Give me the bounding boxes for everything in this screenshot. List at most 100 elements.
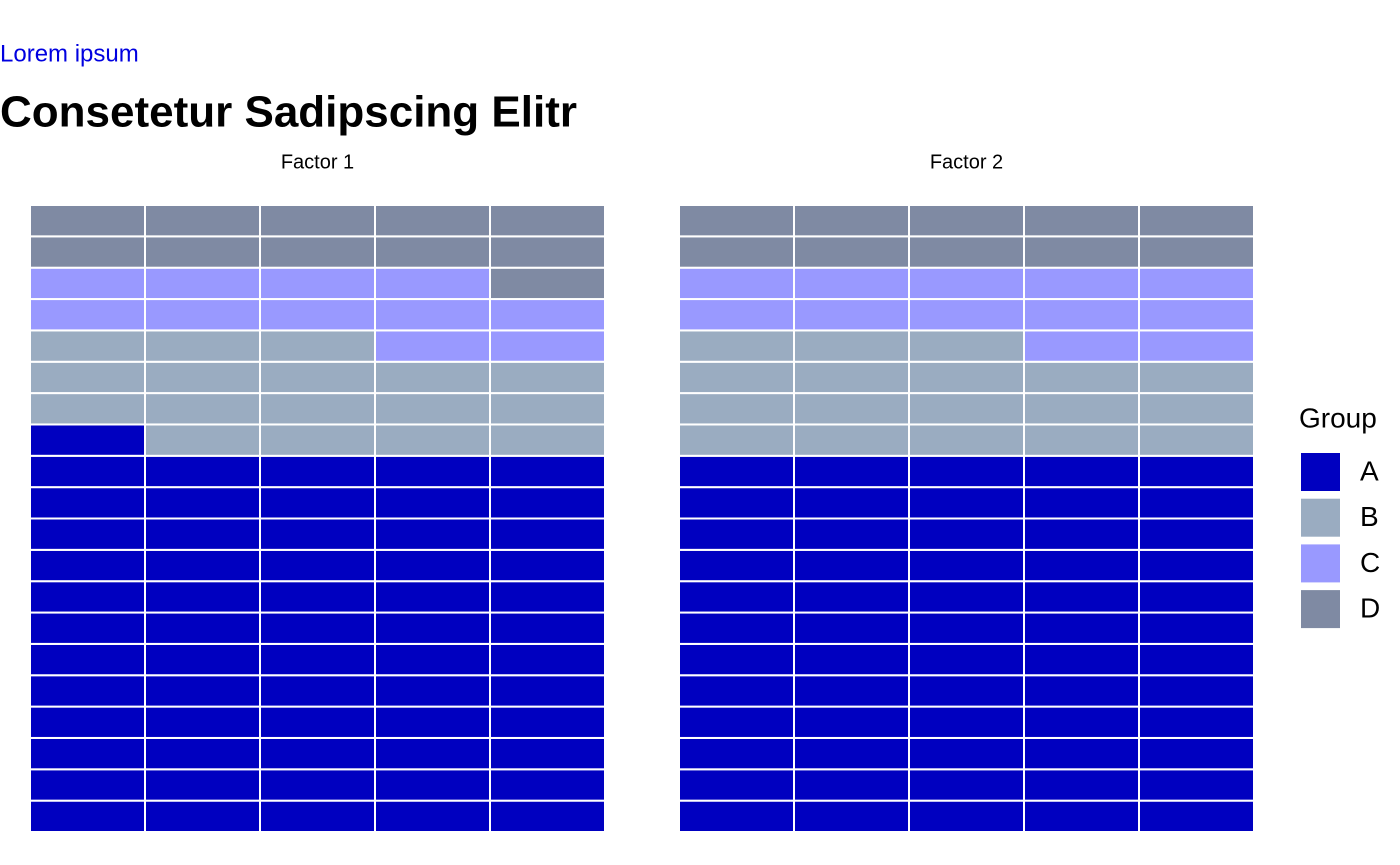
waffle-cell <box>29 329 146 363</box>
waffle-cell <box>1138 799 1255 834</box>
waffle-cell <box>489 611 606 645</box>
waffle-cell <box>259 611 376 645</box>
waffle-cell <box>489 454 606 489</box>
waffle-cell <box>1023 329 1140 363</box>
legend-title: Group <box>1299 402 1377 433</box>
waffle-cell <box>678 266 795 301</box>
waffle-cell <box>908 705 1025 739</box>
waffle-cell <box>1138 580 1255 614</box>
waffle-cell <box>793 266 910 301</box>
legend-swatch <box>1301 453 1340 491</box>
waffle-cell <box>259 235 376 269</box>
chart-title: Consetetur Sadipscing Elitr <box>0 88 577 137</box>
waffle-cell <box>144 298 261 332</box>
waffle-cell <box>1138 454 1255 489</box>
waffle-cell <box>144 674 261 708</box>
waffle-cell <box>908 454 1025 489</box>
legend-swatch <box>1301 590 1340 629</box>
waffle-cell <box>908 486 1025 520</box>
waffle-cell <box>259 454 376 489</box>
waffle-cell <box>259 517 376 551</box>
waffle-cell <box>1023 454 1140 489</box>
waffle-cell <box>1138 674 1255 708</box>
waffle-cell <box>374 486 491 520</box>
waffle-cell <box>1023 736 1140 771</box>
waffle-cell <box>1138 298 1255 332</box>
waffle-cell <box>29 204 146 238</box>
waffle-cell <box>259 329 376 363</box>
waffle-cell <box>1023 486 1140 520</box>
waffle-cell <box>793 486 910 520</box>
waffle-cell <box>374 392 491 426</box>
waffle-cell <box>259 548 376 583</box>
waffle-cell <box>678 799 795 834</box>
waffle-cell <box>793 329 910 363</box>
waffle-cell <box>1138 266 1255 301</box>
waffle-cell <box>1138 360 1255 395</box>
waffle-cell <box>144 423 261 457</box>
waffle-cell <box>1138 642 1255 677</box>
waffle-cell <box>1138 517 1255 551</box>
waffle-cell <box>489 768 606 802</box>
waffle-cell <box>793 705 910 739</box>
waffle-cell <box>678 454 795 489</box>
waffle-cell <box>259 580 376 614</box>
waffle-cell <box>1023 642 1140 677</box>
waffle-cell <box>1138 486 1255 520</box>
legend-label: A <box>1360 455 1379 486</box>
waffle-cell <box>374 517 491 551</box>
waffle-cell <box>678 768 795 802</box>
waffle-cell <box>144 548 261 583</box>
waffle-cell <box>489 486 606 520</box>
panel-title: Factor 2 <box>930 151 1003 173</box>
waffle-cell <box>29 517 146 551</box>
waffle-cell <box>793 799 910 834</box>
waffle-cell <box>1023 548 1140 583</box>
waffle-cell <box>908 548 1025 583</box>
waffle-cell <box>489 548 606 583</box>
waffle-cell <box>489 204 606 238</box>
waffle-cell <box>908 204 1025 238</box>
waffle-cell <box>29 454 146 489</box>
waffle-cell <box>144 580 261 614</box>
waffle-cell <box>793 235 910 269</box>
waffle-cell <box>259 705 376 739</box>
waffle-cell <box>1023 360 1140 395</box>
waffle-cell <box>144 517 261 551</box>
waffle-cell <box>259 266 376 301</box>
waffle-cell <box>374 235 491 269</box>
waffle-cell <box>1023 423 1140 457</box>
waffle-cell <box>374 736 491 771</box>
waffle-cell <box>144 204 261 238</box>
waffle-cell <box>908 517 1025 551</box>
waffle-cell <box>489 266 606 301</box>
waffle-cell <box>259 423 376 457</box>
waffle-cell <box>793 611 910 645</box>
legend-swatch <box>1301 544 1340 583</box>
waffle-cell <box>793 454 910 489</box>
waffle-cell <box>1023 674 1140 708</box>
waffle-cell <box>259 360 376 395</box>
waffle-cell <box>144 642 261 677</box>
waffle-cell <box>489 298 606 332</box>
waffle-cell <box>678 360 795 395</box>
waffle-cell <box>1023 799 1140 834</box>
waffle-cell <box>908 736 1025 771</box>
waffle-cell <box>259 768 376 802</box>
waffle-cell <box>144 799 261 834</box>
waffle-cell <box>908 642 1025 677</box>
waffle-cell <box>29 392 146 426</box>
waffle-cell <box>1023 580 1140 614</box>
waffle-cell <box>908 799 1025 834</box>
waffle-cell <box>908 266 1025 301</box>
waffle-cell <box>1023 611 1140 645</box>
waffle-cell <box>1138 736 1255 771</box>
waffle-cell <box>489 360 606 395</box>
waffle-cell <box>29 266 146 301</box>
waffle-cell <box>793 642 910 677</box>
waffle-cell <box>489 329 606 363</box>
waffle-cell <box>489 423 606 457</box>
waffle-cell <box>1138 423 1255 457</box>
